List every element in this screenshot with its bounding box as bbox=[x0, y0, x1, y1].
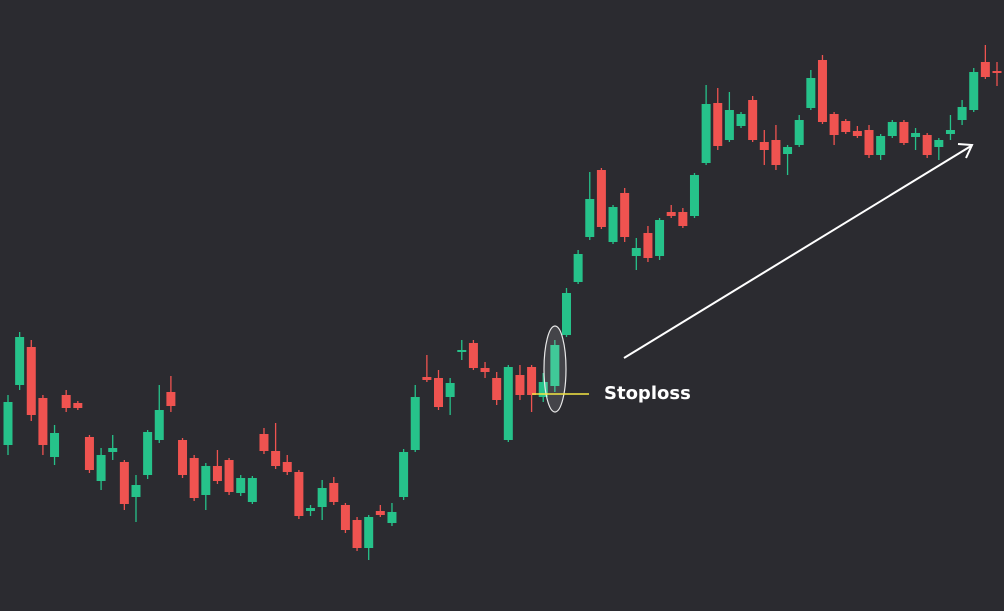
candles bbox=[3, 45, 1002, 560]
candle-body bbox=[724, 110, 734, 140]
candle-body bbox=[794, 120, 804, 145]
candle-body bbox=[631, 248, 641, 256]
highlight-ellipse bbox=[543, 325, 567, 413]
candle-body bbox=[806, 78, 816, 108]
trend-arrow bbox=[623, 145, 972, 359]
candle-body bbox=[759, 142, 769, 150]
candle-body bbox=[573, 254, 583, 282]
candle-body bbox=[329, 483, 339, 502]
candle-body bbox=[608, 207, 618, 242]
candle-body bbox=[375, 511, 385, 515]
candle-body bbox=[701, 104, 711, 163]
candle-body bbox=[15, 337, 25, 385]
candle-body bbox=[73, 403, 83, 408]
candle-body bbox=[864, 130, 874, 155]
candle-body bbox=[596, 170, 606, 227]
candle-body bbox=[84, 437, 94, 470]
candle-body bbox=[434, 378, 444, 407]
candle-body bbox=[492, 378, 502, 400]
candle-body bbox=[119, 462, 129, 504]
candle-body bbox=[911, 133, 921, 137]
candle-body bbox=[271, 451, 281, 466]
candle-body bbox=[340, 505, 350, 530]
candle-body bbox=[399, 452, 409, 497]
candle-body bbox=[61, 395, 71, 408]
candle-body bbox=[166, 392, 176, 406]
candle-body bbox=[515, 375, 525, 395]
candle-body bbox=[643, 233, 653, 258]
candle-body bbox=[945, 130, 955, 134]
candle-body bbox=[189, 458, 199, 498]
candle-body bbox=[247, 478, 257, 502]
candle-body bbox=[108, 448, 118, 452]
candle-body bbox=[852, 131, 862, 136]
candle-body bbox=[689, 175, 699, 216]
candle-body bbox=[38, 398, 48, 445]
candle-body bbox=[876, 136, 886, 155]
candle-body bbox=[887, 122, 897, 136]
candle-body bbox=[969, 72, 979, 110]
candle-body bbox=[980, 62, 990, 77]
candle-body bbox=[294, 472, 304, 516]
candle-body bbox=[201, 466, 211, 495]
candle-body bbox=[503, 367, 513, 440]
candle-body bbox=[259, 434, 269, 451]
candle-body bbox=[678, 212, 688, 226]
candle-body bbox=[666, 212, 676, 216]
candle-body bbox=[317, 488, 327, 507]
candle-body bbox=[538, 382, 548, 397]
candle-body bbox=[934, 140, 944, 147]
candle-body bbox=[178, 440, 188, 475]
candle-body bbox=[713, 103, 723, 146]
candle-body bbox=[131, 485, 141, 497]
candle-body bbox=[620, 193, 630, 237]
candle-body bbox=[306, 508, 316, 511]
candle-body bbox=[899, 122, 909, 143]
candle-body bbox=[841, 121, 851, 132]
candle-body bbox=[212, 466, 222, 481]
candle-body bbox=[224, 460, 234, 492]
candle-body bbox=[585, 199, 595, 237]
candle-body bbox=[922, 135, 932, 155]
candle-body bbox=[771, 140, 781, 165]
candle-body bbox=[829, 114, 839, 135]
candle-body bbox=[410, 397, 420, 450]
candle-body bbox=[480, 368, 490, 372]
candle-body bbox=[748, 100, 758, 140]
candle-body bbox=[422, 377, 432, 380]
candle-body bbox=[282, 462, 292, 472]
candle-body bbox=[96, 455, 106, 481]
stoploss-label: Stoploss bbox=[604, 383, 691, 404]
candle-body bbox=[655, 220, 665, 256]
arrow-head bbox=[957, 143, 974, 159]
candle-body bbox=[26, 347, 36, 415]
candle-body bbox=[817, 60, 827, 122]
candle-body bbox=[457, 350, 467, 352]
candle-body bbox=[50, 433, 60, 457]
candle-body bbox=[352, 520, 362, 548]
candle-body bbox=[468, 343, 478, 368]
candle-body bbox=[387, 512, 397, 523]
candle-body bbox=[783, 147, 793, 154]
candle-body bbox=[957, 107, 967, 120]
candle-body bbox=[154, 410, 164, 440]
candle-body bbox=[736, 114, 746, 126]
candle-body bbox=[445, 383, 455, 397]
candle-body bbox=[3, 402, 13, 445]
candle-body bbox=[527, 367, 537, 395]
candle-body bbox=[561, 293, 571, 335]
candle-body bbox=[364, 517, 374, 548]
candle-body bbox=[236, 478, 246, 493]
candle-body bbox=[143, 432, 153, 475]
candle-body bbox=[550, 345, 560, 386]
candle-body bbox=[992, 71, 1002, 73]
